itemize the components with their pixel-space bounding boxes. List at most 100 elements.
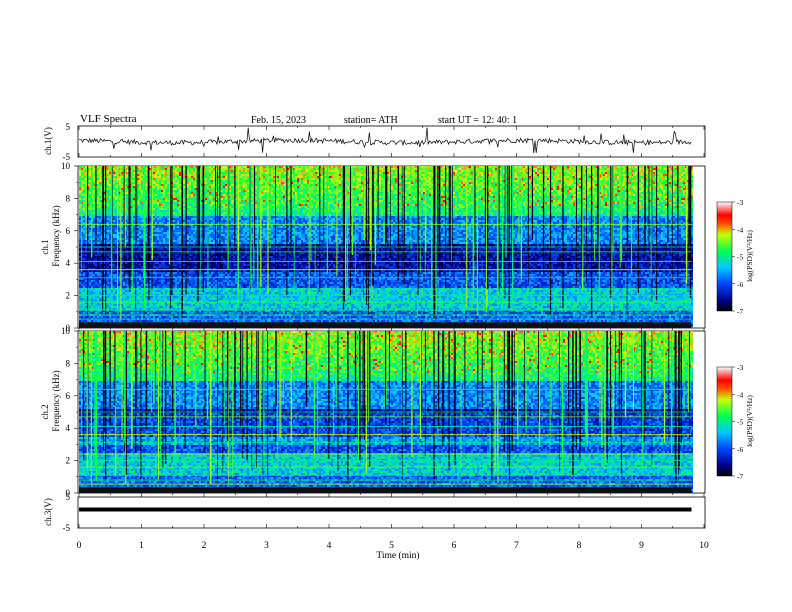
spectrogram-cell <box>653 176 655 178</box>
spectrogram-cell <box>567 172 569 174</box>
spectrogram-cell <box>97 178 99 180</box>
spectrogram-cell <box>669 178 671 180</box>
spectrogram-cell <box>299 176 301 178</box>
spectrogram-cell <box>355 172 357 174</box>
spectrogram-cell <box>99 168 101 170</box>
spectrogram-cell <box>545 178 547 180</box>
spectrogram-cell <box>535 172 537 174</box>
spectrogram-cell <box>305 176 307 178</box>
spectrogram-cell <box>179 172 181 174</box>
spectrogram-cell <box>313 174 315 176</box>
spectrogram-cell <box>359 178 361 180</box>
spectrogram-cell <box>221 174 223 176</box>
spectrogram-cell <box>139 174 141 176</box>
spectrogram-cell <box>633 176 635 178</box>
spectrogram-cell <box>547 176 549 178</box>
spectrogram-cell <box>663 168 665 170</box>
spectrogram-cell <box>391 166 393 168</box>
spectrogram-cell <box>565 178 567 180</box>
spectrogram-cell <box>681 172 683 174</box>
spectrogram-cell <box>595 178 597 180</box>
spectrogram-cell <box>459 178 461 180</box>
spectrogram-cell <box>571 170 573 172</box>
spectrogram-cell <box>595 170 597 172</box>
spectrogram-cell <box>189 166 191 168</box>
spectrogram-cell <box>221 180 223 182</box>
spectrogram-cell <box>565 174 567 176</box>
spectrogram-cell <box>159 178 161 180</box>
spectrogram-cell <box>161 166 163 168</box>
spectrogram-cell <box>665 174 667 176</box>
spectrogram-cell <box>153 178 155 180</box>
spectrogram-cell <box>399 168 401 170</box>
spectrogram-cell <box>243 170 245 172</box>
spectrogram-cell <box>195 168 197 170</box>
spectrogram-cell <box>515 170 517 172</box>
spectrogram-cell <box>255 174 257 176</box>
spectrogram-cell <box>161 168 163 170</box>
spectrogram-cell <box>321 170 323 172</box>
spectrogram-cell <box>679 166 681 168</box>
spectrogram-cell <box>653 166 655 168</box>
spectrogram-cell <box>587 174 589 176</box>
spectrogram-cell <box>629 166 631 168</box>
spectrogram-cell <box>457 176 459 178</box>
spectrogram-cell <box>535 178 537 180</box>
spectrogram-cell <box>243 168 245 170</box>
spectrogram-cell <box>195 172 197 174</box>
spectrogram-cell <box>617 166 619 168</box>
spectrogram-cell <box>459 170 461 172</box>
spectrogram-cell <box>529 168 531 170</box>
spectrogram-cell <box>161 170 163 172</box>
spectrogram-cell <box>229 174 231 176</box>
spectrogram-cell <box>225 180 227 182</box>
spectrogram-cell <box>423 170 425 172</box>
spectrogram-cell <box>479 168 481 170</box>
spectrogram-cell <box>659 168 661 170</box>
spectrogram-cell <box>481 176 483 178</box>
spectrogram-cell <box>213 178 215 180</box>
spectrogram-cell <box>339 166 341 168</box>
spectrogram-cell <box>529 172 531 174</box>
spectrogram-cell <box>265 178 267 180</box>
spectrogram-cell <box>603 178 605 180</box>
spectrogram-cell <box>669 166 671 168</box>
ch1-ylabel: ch.1(V) <box>43 127 53 155</box>
spectrogram-cell <box>639 168 641 170</box>
spectrogram-cell <box>523 176 525 178</box>
spectrogram-cell <box>361 178 363 180</box>
spectrogram-cell <box>177 174 179 176</box>
spectrogram-cell <box>245 166 247 168</box>
spectrogram-cell <box>381 166 383 168</box>
spectrogram-cell <box>191 168 193 170</box>
spectrogram-cell <box>173 166 175 168</box>
spectrogram-cell <box>153 168 155 170</box>
spectrogram-cell <box>133 178 135 180</box>
spectrogram-cell <box>187 178 189 180</box>
spectrogram-cell <box>191 176 193 178</box>
spectrogram-cell <box>115 176 117 178</box>
spectrogram-cell <box>415 178 417 180</box>
spectrogram-cell <box>321 168 323 170</box>
spectrogram-cell <box>229 166 231 168</box>
spectrogram-cell <box>569 168 571 170</box>
spectrogram-cell <box>541 178 543 180</box>
spectrogram-cell <box>265 176 267 178</box>
spectrogram-cell <box>429 172 431 174</box>
spectrogram-cell <box>615 172 617 174</box>
spectrogram-cell <box>551 176 553 178</box>
spectrogram-cell <box>555 174 557 176</box>
spectrogram-cell <box>455 178 457 180</box>
spectrogram-cell <box>195 180 197 182</box>
spectrogram-cell <box>141 178 143 180</box>
spectrogram-cell <box>633 170 635 172</box>
spectrogram-cell <box>551 170 553 172</box>
spectrogram-cell <box>247 178 249 180</box>
spectrogram-cell <box>273 178 275 180</box>
spectrogram-cell <box>301 172 303 174</box>
spectrogram-cell <box>491 172 493 174</box>
spectrogram-cell <box>183 172 185 174</box>
spectrogram-cell <box>321 178 323 180</box>
spectrogram-cell <box>683 174 685 176</box>
spectrogram-cell <box>661 174 663 176</box>
